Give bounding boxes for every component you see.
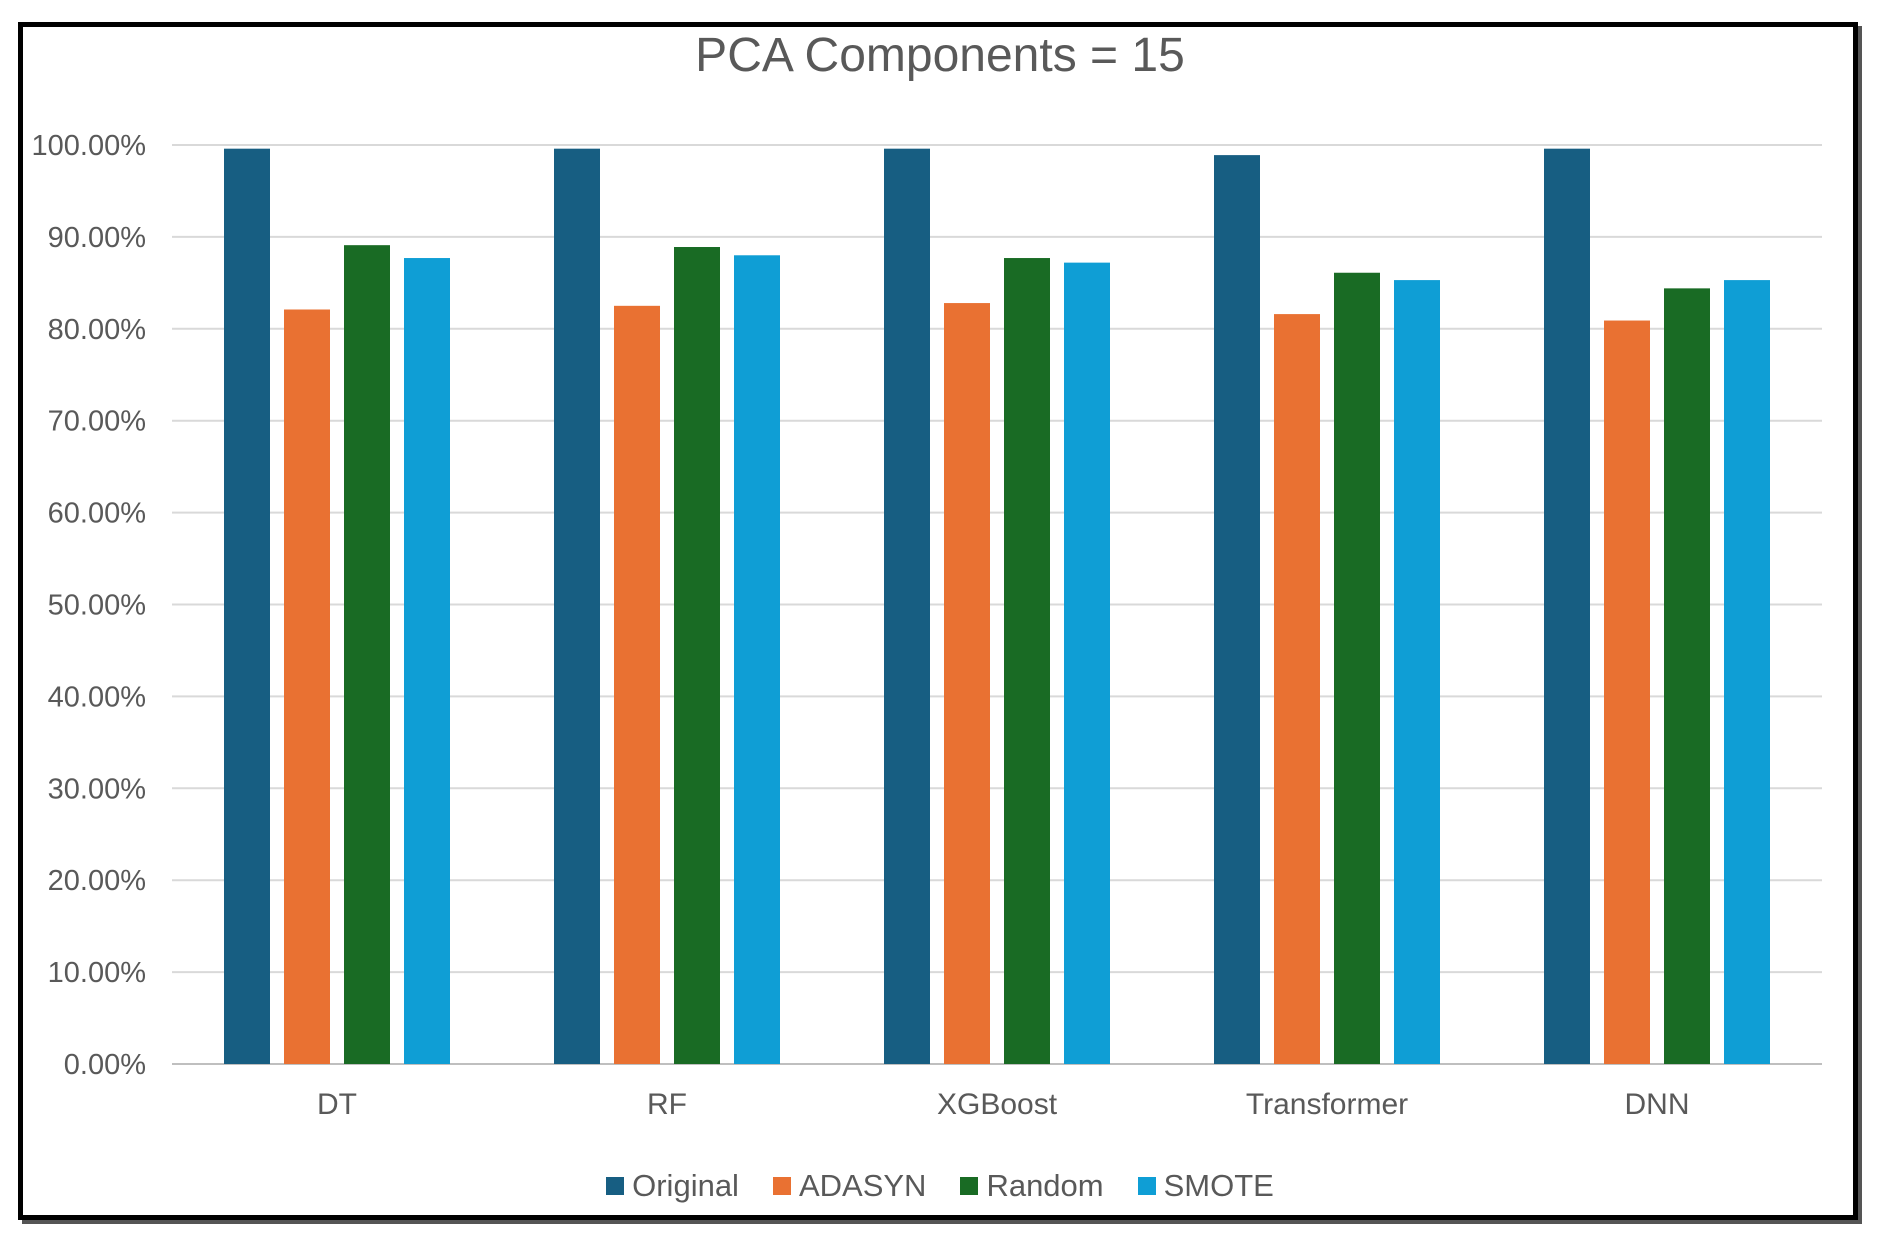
- bar-adasyn-xgboost: [944, 303, 990, 1064]
- chart-legend: Original ADASYN Random SMOTE: [0, 1168, 1880, 1204]
- bar-random-transformer: [1334, 272, 1380, 1065]
- bar-original-dt: [224, 148, 270, 1064]
- bar-adasyn-transformer: [1274, 314, 1320, 1064]
- x-tick-label: DT: [317, 1088, 357, 1121]
- y-tick-label: 90.00%: [48, 222, 146, 254]
- bar-original-transformer: [1214, 155, 1260, 1064]
- bar-random-dt: [344, 245, 390, 1064]
- bar-original-dnn: [1544, 148, 1590, 1064]
- bar-adasyn-dnn: [1604, 320, 1650, 1064]
- legend-label-random: Random: [986, 1168, 1104, 1203]
- bar-smote-xgboost: [1064, 262, 1110, 1065]
- y-tick-label: 80.00%: [48, 314, 146, 346]
- legend-item-adasyn: ADASYN: [772, 1168, 927, 1204]
- bar-smote-transformer: [1394, 280, 1440, 1064]
- legend-swatch-original: [606, 1177, 625, 1195]
- y-tick-label: 100.00%: [32, 130, 147, 162]
- legend-label-adasyn: ADASYN: [798, 1168, 927, 1203]
- bar-smote-dnn: [1724, 280, 1770, 1064]
- legend-swatch-random: [960, 1177, 979, 1195]
- bar-adasyn-rf: [614, 305, 660, 1064]
- legend-swatch-adasyn: [772, 1177, 791, 1195]
- bar-random-dnn: [1664, 288, 1710, 1064]
- y-tick-label: 10.00%: [48, 957, 146, 989]
- legend-swatch-smote: [1137, 1177, 1156, 1195]
- bar-smote-rf: [734, 255, 780, 1064]
- x-tick-label: DNN: [1625, 1088, 1690, 1121]
- y-tick-label: 30.00%: [48, 773, 146, 805]
- y-tick-label: 20.00%: [48, 865, 146, 897]
- legend-item-original: Original: [606, 1168, 739, 1204]
- bar-random-rf: [674, 247, 720, 1064]
- y-tick-label: 40.00%: [48, 681, 146, 713]
- bar-adasyn-dt: [284, 309, 330, 1065]
- bar-original-rf: [554, 148, 600, 1064]
- y-tick-label: 60.00%: [48, 498, 146, 530]
- chart-title: PCA Components = 15: [695, 29, 1185, 82]
- x-tick-label: XGBoost: [937, 1088, 1058, 1121]
- bar-smote-dt: [404, 258, 450, 1064]
- y-tick-label: 50.00%: [48, 590, 146, 622]
- legend-label-original: Original: [632, 1168, 739, 1203]
- x-tick-label: Transformer: [1246, 1088, 1408, 1121]
- bar-original-xgboost: [884, 148, 930, 1064]
- x-tick-label: RF: [647, 1088, 687, 1121]
- legend-label-smote: SMOTE: [1163, 1168, 1274, 1203]
- bar-random-xgboost: [1004, 258, 1050, 1064]
- legend-item-random: Random: [960, 1168, 1104, 1204]
- y-tick-label: 70.00%: [48, 406, 146, 438]
- y-tick-label: 0.00%: [64, 1049, 146, 1081]
- legend-item-smote: SMOTE: [1137, 1168, 1274, 1204]
